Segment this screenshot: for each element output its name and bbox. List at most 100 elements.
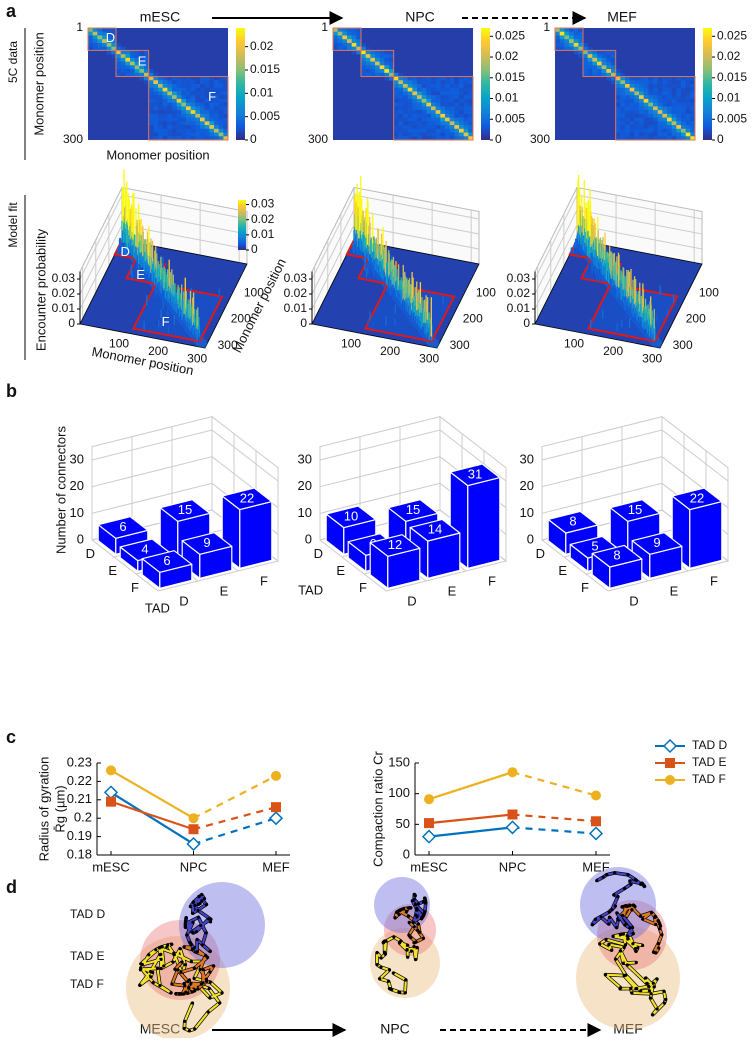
heatmap-cell (459, 117, 464, 122)
heatmap-cell (393, 91, 399, 96)
grid-line (541, 429, 729, 482)
heatmap-cell (681, 80, 686, 85)
monomer (182, 1026, 186, 1031)
heatmap-cell (421, 113, 427, 118)
heatmap-cell (209, 110, 215, 115)
heatmap-cell (153, 113, 159, 118)
line-segment (110, 791, 195, 845)
heatmap-cell (657, 113, 663, 118)
heatmap-cell (573, 31, 579, 36)
heatmap-cell (116, 54, 121, 59)
heatmap-cell (606, 61, 612, 66)
heatmap-cell (634, 91, 640, 96)
heatmap-cell (130, 65, 135, 70)
heatmap-cell (200, 76, 205, 81)
heatmap-cell (657, 125, 663, 130)
heatmap-cell (454, 113, 460, 118)
bar-face (449, 463, 501, 487)
heatmap-cell (639, 117, 644, 122)
heatmap-cell (218, 110, 224, 115)
heatmap-cell (172, 76, 177, 81)
heatmap-cell (356, 50, 362, 55)
heatmap-cell (685, 87, 691, 92)
heatmap-cell (172, 95, 177, 100)
line-segment (110, 800, 194, 831)
heatmap-cell (361, 69, 366, 74)
floor-grid (607, 560, 729, 592)
heatmap-cell (144, 54, 149, 59)
heatmap-cell (176, 128, 182, 133)
heatmap-cell (463, 121, 469, 126)
heatmap-cell (671, 106, 677, 111)
heatmap-cell (120, 50, 126, 55)
heatmap-cell (342, 39, 348, 44)
heatmap-cell (204, 110, 210, 115)
monomer (139, 967, 143, 972)
heatmap-cell (445, 102, 450, 107)
heatmap-cell (102, 39, 107, 44)
heatmap-cell (690, 95, 696, 100)
heatmap-cell (176, 80, 182, 85)
monomer (190, 990, 194, 994)
heatmap-cell (583, 61, 588, 66)
heatmap-cell (468, 98, 474, 103)
heatmap-cell (218, 91, 224, 96)
heatmap-cell (347, 35, 352, 40)
heatmap-cell (587, 65, 593, 70)
heatmap-cell (111, 50, 117, 55)
heatmap-cell (412, 132, 418, 137)
heatmap-cell (144, 57, 149, 62)
heatmap-cell (454, 128, 460, 133)
heatmap-cell (130, 72, 135, 77)
heatmap-cell (88, 46, 93, 51)
heatmap-cell (671, 125, 677, 130)
z-tick-label: 30 (520, 451, 534, 466)
x-tick-label: 100 (564, 337, 584, 351)
heatmap-cell (615, 117, 621, 122)
x-axis-label: Monomer position (91, 344, 195, 378)
heatmap-cell (176, 102, 182, 107)
heatmap-cell (176, 106, 182, 111)
heatmap-cell (629, 125, 635, 130)
z-tick-label: 0.03 (52, 271, 76, 285)
heatmap-cell (685, 110, 691, 115)
heatmap-cell (337, 35, 343, 40)
heatmap-cell (421, 128, 427, 133)
y-tick-label: 100 (388, 785, 410, 800)
heatmap-cell (412, 87, 418, 92)
heatmap-cell (671, 113, 677, 118)
heatmap-cell (361, 65, 366, 70)
heatmap-cell (445, 76, 450, 81)
heatmap-cell (389, 50, 394, 55)
heatmap-cell (176, 98, 182, 103)
heatmap-cell (190, 102, 196, 107)
heatmap-cell (167, 76, 173, 81)
heatmap-cell (426, 113, 432, 118)
heatmap-cell (417, 117, 422, 122)
heatmap-cell (144, 65, 149, 70)
heatmap-cell (681, 102, 686, 107)
monomer (620, 905, 624, 909)
heatmap-cell (153, 136, 159, 141)
bar-face (159, 499, 211, 522)
monomer (198, 967, 202, 972)
heatmap-cell (148, 91, 154, 96)
heatmap-cell (662, 117, 668, 122)
bar-face (221, 487, 273, 511)
heatmap-cell (440, 106, 446, 111)
heatmap-cell (186, 128, 191, 133)
heatmap-cell (162, 117, 168, 122)
heatmap-cell (407, 128, 413, 133)
heatmap-cell (167, 98, 173, 103)
heatmap-cell (648, 136, 654, 141)
heatmap-cell (587, 69, 593, 74)
bar-face (97, 516, 149, 539)
heatmap-cell (559, 42, 565, 47)
axis-label: TAD (145, 600, 170, 615)
heatmap-cell (468, 121, 474, 126)
heatmap-cell (597, 57, 602, 62)
monomer (200, 899, 204, 903)
heatmap-tick-label: 1 (321, 20, 328, 34)
heatmap-cell (190, 121, 196, 126)
heatmap-cell (186, 121, 191, 126)
